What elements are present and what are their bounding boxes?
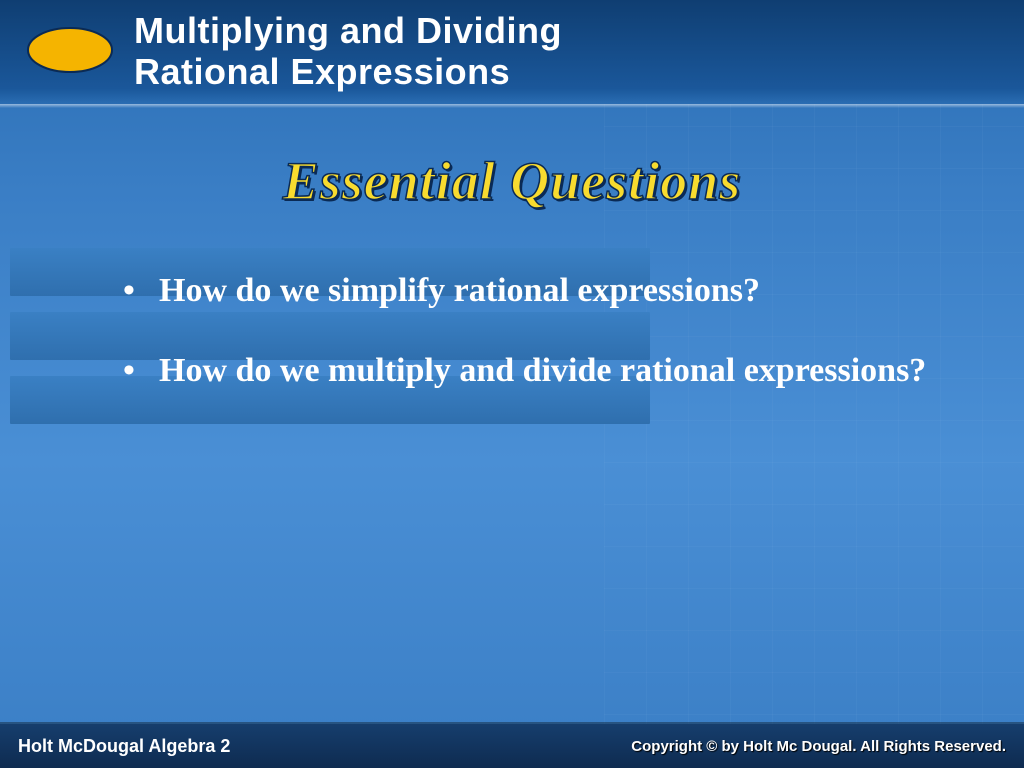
subtitle-container: Essential Questions xyxy=(0,150,1024,212)
slide-header: Multiplying and DividingRational Express… xyxy=(0,0,1024,104)
bullet-list: How do we simplify rational expressions?… xyxy=(115,268,964,428)
subtitle-text: Essential Questions xyxy=(283,150,742,212)
bullet-item: How do we simplify rational expressions? xyxy=(115,268,964,314)
ellipse-icon xyxy=(24,23,116,77)
footer-right-text: Copyright © by Holt Mc Dougal. All Right… xyxy=(631,738,1006,755)
bullet-text: How do we simplify rational expressions? xyxy=(159,272,760,309)
bullet-text: How do we multiply and divide rational e… xyxy=(159,352,926,389)
slide-title: Multiplying and DividingRational Express… xyxy=(134,10,562,93)
footer-left-text: Holt McDougal Algebra 2 xyxy=(18,736,230,757)
slide-footer: Holt McDougal Algebra 2 Copyright © by H… xyxy=(0,724,1024,768)
slide: Multiplying and DividingRational Express… xyxy=(0,0,1024,768)
slide-title-line1: Multiplying and DividingRational Express… xyxy=(134,10,562,93)
bullet-item: How do we multiply and divide rational e… xyxy=(115,348,964,394)
